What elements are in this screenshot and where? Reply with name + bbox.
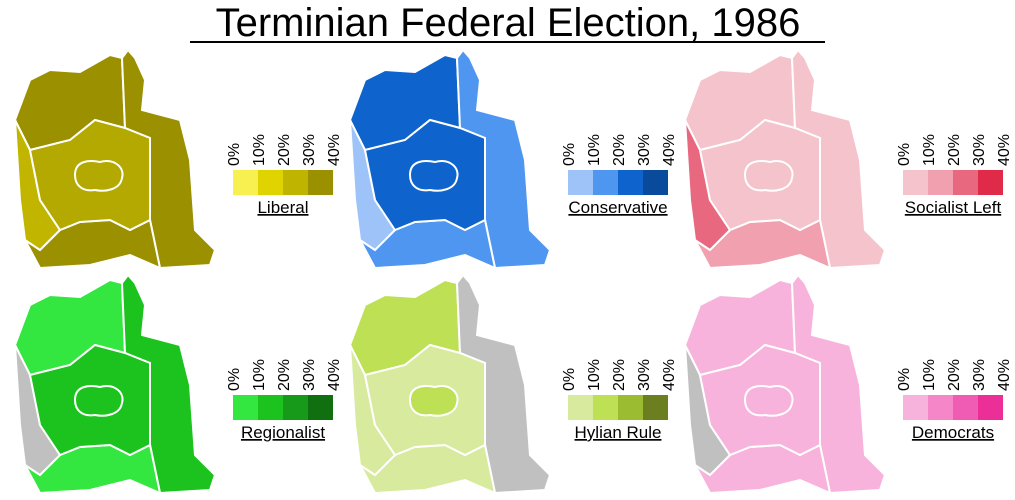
legend-label: 20% — [611, 134, 628, 166]
legend-label: 30% — [301, 359, 318, 391]
legend-label: 20% — [611, 359, 628, 391]
legend-label: 40% — [326, 134, 343, 166]
legend-swatch — [643, 170, 668, 195]
legend-swatch — [258, 170, 283, 195]
legend-label: 40% — [996, 134, 1013, 166]
legend-swatch — [903, 395, 928, 420]
legend-swatch — [593, 170, 618, 195]
legend-swatch — [568, 395, 593, 420]
panel: 0% 10% 20% 30% 40% Socialist Left — [683, 48, 1013, 270]
legend-swatch — [283, 170, 308, 195]
legend-swatch — [978, 170, 1003, 195]
legend-swatch — [618, 395, 643, 420]
legend-label: 0% — [226, 143, 243, 166]
party-name: Democrats — [912, 423, 994, 442]
legend-label: 30% — [971, 359, 988, 391]
legend-label: 10% — [251, 359, 268, 391]
legend-swatch — [308, 395, 333, 420]
region — [73, 385, 124, 417]
legend-swatch — [233, 395, 258, 420]
legend-swatch — [953, 170, 978, 195]
legend-label: 0% — [896, 368, 913, 391]
legend-label: 30% — [301, 134, 318, 166]
legend-label: 20% — [276, 134, 293, 166]
region — [743, 385, 794, 417]
legend-label: 30% — [636, 359, 653, 391]
legend-label: 20% — [276, 359, 293, 391]
legend-swatch — [283, 395, 308, 420]
legend-label: 10% — [921, 134, 938, 166]
legend-label: 40% — [996, 359, 1013, 391]
region — [408, 160, 459, 192]
party-name: Socialist Left — [905, 198, 1002, 217]
legend-label: 40% — [661, 359, 678, 391]
legend-label: 0% — [896, 143, 913, 166]
legend-swatch — [593, 395, 618, 420]
party-name: Regionalist — [241, 423, 325, 442]
legend-label: 40% — [326, 359, 343, 391]
legend-label: 10% — [921, 359, 938, 391]
legend-label: 10% — [251, 134, 268, 166]
legend-label: 20% — [946, 134, 963, 166]
legend-label: 0% — [226, 368, 243, 391]
legend-swatch — [978, 395, 1003, 420]
region — [743, 160, 794, 192]
legend-swatch — [308, 170, 333, 195]
legend-swatch — [233, 170, 258, 195]
legend-label: 10% — [586, 359, 603, 391]
legend-label: 20% — [946, 359, 963, 391]
legend-swatch — [953, 395, 978, 420]
party-name: Liberal — [257, 198, 308, 217]
legend-label: 0% — [561, 143, 578, 166]
legend-label: 30% — [636, 134, 653, 166]
legend-label: 0% — [561, 368, 578, 391]
legend-label: 30% — [971, 134, 988, 166]
legend-swatch — [618, 170, 643, 195]
legend-swatch — [643, 395, 668, 420]
legend-label: 40% — [661, 134, 678, 166]
legend-swatch — [928, 170, 953, 195]
legend-label: 10% — [586, 134, 603, 166]
party-name: Hylian Rule — [575, 423, 662, 442]
legend-swatch — [903, 170, 928, 195]
panel: 0% 10% 20% 30% 40% Regionalist — [13, 273, 343, 495]
legend-swatch — [928, 395, 953, 420]
panel: 0% 10% 20% 30% 40% Democrats — [683, 273, 1013, 495]
panel: 0% 10% 20% 30% 40% Hylian Rule — [348, 273, 678, 495]
legend-swatch — [258, 395, 283, 420]
region — [408, 385, 459, 417]
region — [73, 160, 124, 192]
party-name: Conservative — [568, 198, 667, 217]
title: Terminian Federal Election, 1986 — [216, 1, 801, 45]
legend-swatch — [568, 170, 593, 195]
panel: 0% 10% 20% 30% 40% Conservative — [348, 48, 678, 270]
panel: 0% 10% 20% 30% 40% Liberal — [13, 48, 343, 270]
